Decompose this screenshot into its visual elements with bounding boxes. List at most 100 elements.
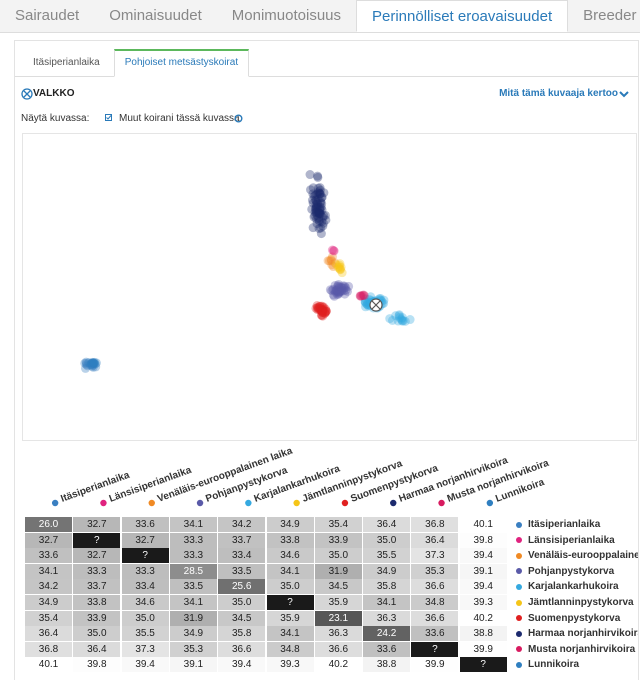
dog-dot xyxy=(329,246,339,256)
dog-dot xyxy=(344,281,354,291)
dog-dot xyxy=(80,358,90,368)
table-cell: 38.8 xyxy=(363,657,411,673)
column-dot xyxy=(341,499,349,507)
table-cell: 35.4 xyxy=(25,610,72,626)
dog-dot xyxy=(362,299,372,309)
nav-tab[interactable]: Breeder Tool xyxy=(583,7,640,24)
table-cell: 32.7 xyxy=(73,517,121,532)
dog-dot xyxy=(328,290,338,300)
dog-dot xyxy=(305,170,315,180)
dog-dot xyxy=(331,260,341,270)
nav-tab[interactable]: Monimuotoisuus xyxy=(231,7,341,24)
dog-dot xyxy=(316,202,326,212)
dog-dot xyxy=(337,283,347,293)
dog-dot xyxy=(313,202,323,212)
dog-dot xyxy=(308,183,318,193)
sub-tab[interactable]: Itäsiperianlaika xyxy=(33,57,100,68)
dog-dot xyxy=(327,286,337,296)
table-cell: 32.7 xyxy=(121,532,169,548)
dog-dot xyxy=(315,301,325,311)
dog-dot xyxy=(314,187,324,197)
table-cell: 34.9 xyxy=(363,563,411,579)
own-dog-cross xyxy=(371,300,381,310)
nav-tab[interactable]: Ominaisuudet xyxy=(109,7,202,24)
checkbox[interactable] xyxy=(105,114,113,122)
option-label[interactable]: Muut koirani tässä kuvassa xyxy=(119,113,240,124)
dog-dot xyxy=(317,310,327,320)
dog-dot xyxy=(316,223,326,233)
dog-dot xyxy=(315,198,325,208)
row-label: Lunnikoira xyxy=(528,659,580,671)
dog-dot xyxy=(331,287,341,297)
table-cell: 36.4 xyxy=(363,517,411,532)
dog-dot xyxy=(398,316,408,326)
nav-tab[interactable]: Sairaudet xyxy=(15,7,80,24)
dog-dot xyxy=(311,204,321,214)
table-cell: 39.4 xyxy=(459,548,507,564)
dog-dot xyxy=(313,194,323,204)
dog-dot xyxy=(317,199,327,209)
table-cell: 25.6 xyxy=(218,579,266,595)
table-cell: 34.1 xyxy=(169,595,217,610)
dog-dot xyxy=(323,256,333,266)
dog-dot xyxy=(328,284,338,294)
table-cell: 31.9 xyxy=(314,563,362,579)
dog-dot xyxy=(334,288,344,298)
table-cell: 35.3 xyxy=(169,641,217,657)
table-cell: 33.3 xyxy=(169,532,217,548)
dog-dot xyxy=(308,223,318,233)
dog-dot xyxy=(360,297,370,307)
table-cell: 34.1 xyxy=(266,626,314,642)
dog-dot xyxy=(334,262,344,272)
row-dot xyxy=(516,599,522,606)
dog-dot xyxy=(334,282,344,292)
dog-dot xyxy=(88,357,98,367)
row-dot xyxy=(516,630,522,637)
dog-dot xyxy=(334,279,344,289)
column-dot xyxy=(438,499,445,507)
table-cell: 34.5 xyxy=(314,579,362,595)
dog-dot xyxy=(315,189,325,199)
table-cell: 24.2 xyxy=(363,626,411,642)
dog-dot xyxy=(310,207,320,217)
dog-dot xyxy=(319,211,329,221)
dog-dot xyxy=(87,360,97,370)
table-cell: 36.6 xyxy=(314,641,362,657)
dog-dot xyxy=(397,315,407,325)
dog-dot xyxy=(85,360,95,370)
dog-dot xyxy=(88,361,98,371)
dog-dot xyxy=(311,203,321,213)
table-cell: 36.6 xyxy=(411,579,459,595)
dog-dot xyxy=(340,281,350,291)
table-cell: 35.0 xyxy=(314,548,362,564)
row-dot xyxy=(516,646,522,653)
table-cell: 35.0 xyxy=(73,626,121,642)
column-dot xyxy=(100,499,107,507)
table-cell: 34.8 xyxy=(411,595,459,610)
dog-dot xyxy=(315,217,325,227)
table-cell: 33.6 xyxy=(121,517,169,532)
dog-dot xyxy=(394,311,404,321)
nav-tab[interactable]: Perinnölliset eroavaisuudet xyxy=(356,0,569,32)
dog-dot xyxy=(313,188,323,198)
row-dot xyxy=(516,661,522,668)
dog-dot xyxy=(330,258,340,268)
sub-tab[interactable]: Pohjoiset metsästyskoirat xyxy=(113,49,250,77)
dog-dot xyxy=(393,316,403,326)
dog-dot xyxy=(91,358,101,368)
dog-dot xyxy=(87,358,97,368)
dog-dot xyxy=(312,214,322,224)
help-link[interactable]: Mitä tämä kuvaaja kertoo xyxy=(499,88,618,99)
row-dot xyxy=(516,521,522,528)
dog-dot xyxy=(336,262,346,272)
table-cell: 23.1 xyxy=(314,610,362,626)
dog-dot xyxy=(394,310,404,320)
row-label: Jämtlanninpystykorva xyxy=(528,597,634,608)
dog-dot xyxy=(385,314,395,324)
table-cell: 35.4 xyxy=(314,517,362,532)
table-cell: ? xyxy=(411,641,459,657)
table-cell: 39.8 xyxy=(459,532,507,548)
table-cell: 35.8 xyxy=(218,626,266,642)
table-cell: 40.2 xyxy=(314,657,362,673)
dog-dot xyxy=(89,359,99,369)
